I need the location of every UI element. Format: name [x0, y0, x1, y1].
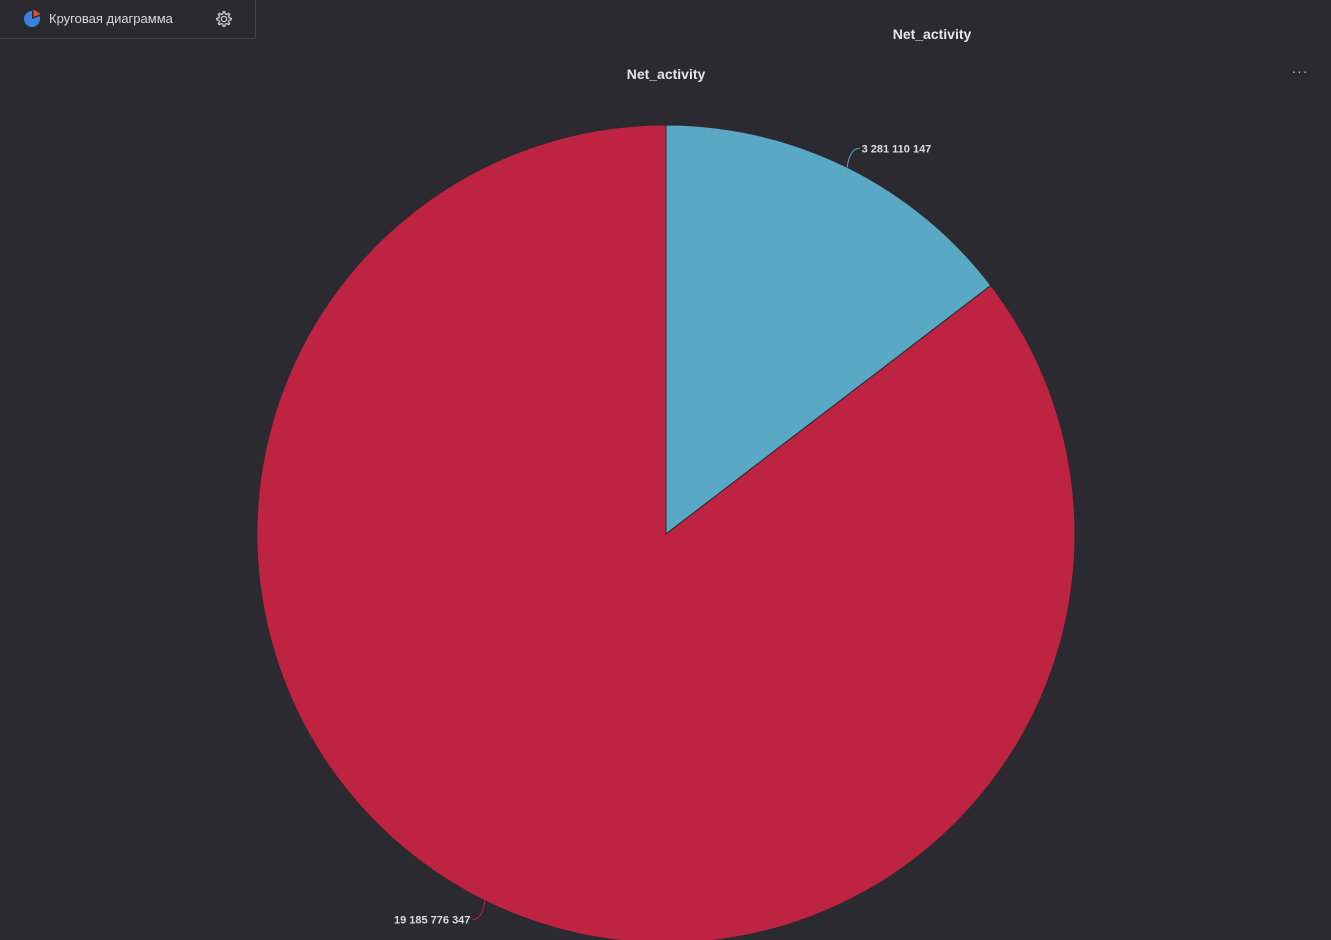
slice-label-1: 19 185 776 347 — [394, 915, 470, 927]
chart-title: Net_activity — [627, 66, 706, 82]
widget-title: Net_activity — [892, 26, 972, 42]
more-options-button[interactable]: ··· — [1291, 63, 1309, 79]
pie-slice-1[interactable] — [256, 124, 1076, 940]
chart-type-label: Круговая диаграмма — [49, 11, 173, 26]
slice-connector-0 — [846, 147, 860, 168]
chart-type-selector[interactable]: Круговая диаграмма — [0, 0, 256, 39]
gear-icon[interactable] — [214, 9, 234, 29]
slice-connector-1 — [472, 900, 486, 921]
pie-chart-icon — [24, 9, 41, 27]
pie-slice-0[interactable] — [665, 124, 992, 536]
slice-label-0: 3 281 110 147 — [862, 143, 932, 155]
